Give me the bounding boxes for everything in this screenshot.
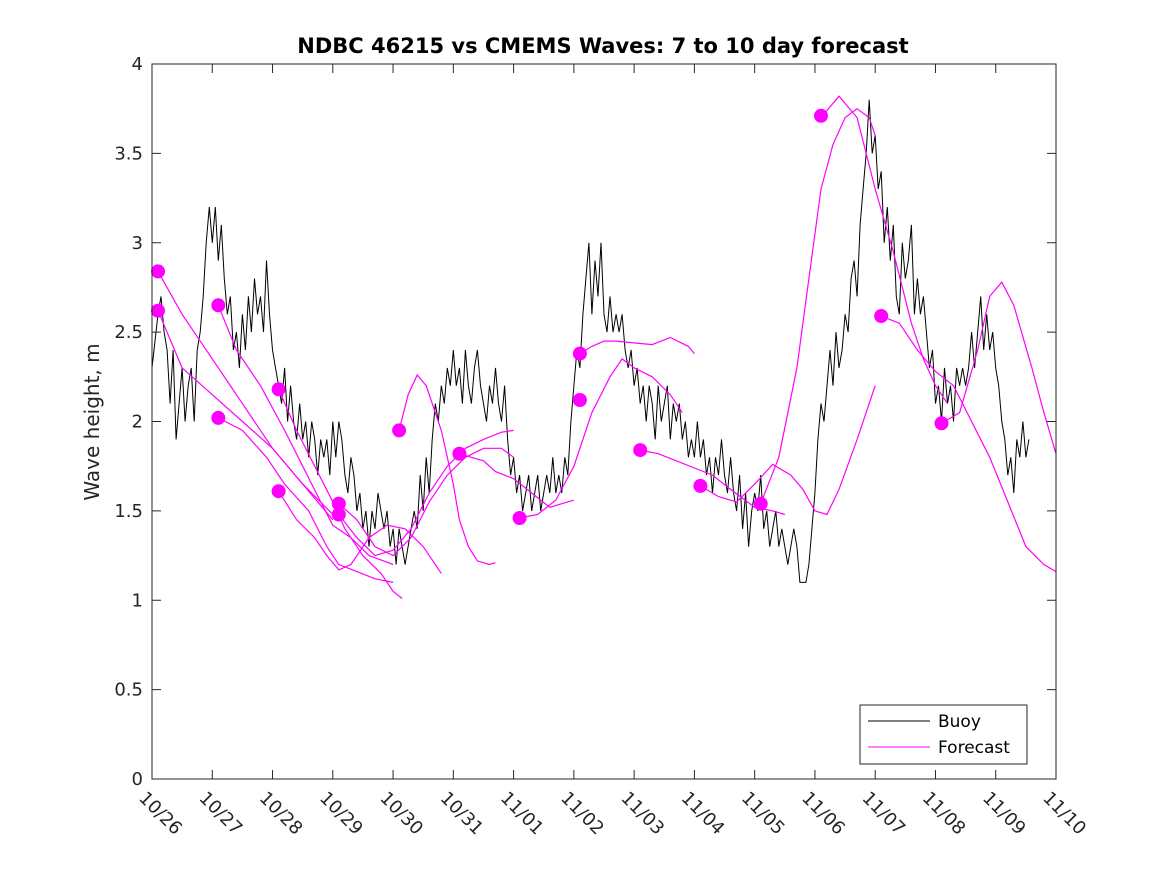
forecast-run-line-13 (700, 385, 876, 516)
forecast-run-line-8 (398, 373, 496, 566)
forecast-start-marker-10 (512, 511, 527, 525)
forecast-run-line-16 (880, 315, 1057, 573)
y-tick-label-3: 1.5 (114, 501, 143, 522)
y-tick-label-7: 3.5 (114, 143, 143, 164)
forecast-start-marker-4 (271, 382, 286, 397)
series-layer (151, 95, 1057, 599)
legend-forecast-label: Forecast (938, 738, 1010, 758)
forecast-run-line-6 (338, 447, 514, 557)
y-tick-label-2: 1 (132, 590, 143, 611)
forecast-start-marker-18 (934, 416, 949, 431)
y-tick-label-5: 2.5 (114, 322, 143, 343)
y-tick-label-6: 3 (132, 233, 143, 254)
forecast-run-line-3 (218, 417, 394, 583)
forecast-run-line-2 (217, 305, 394, 566)
forecast-run-line-7 (338, 429, 514, 557)
forecast-start-marker-8 (392, 423, 407, 438)
forecast-start-marker-9 (452, 446, 467, 461)
forecast-run-line-10 (519, 358, 683, 519)
forecast-run-line-5 (278, 490, 442, 574)
forecast-start-marker-12 (572, 346, 587, 361)
forecast-run-line-14 (760, 107, 876, 504)
y-tick-label-0: 0 (132, 769, 143, 790)
forecast-run-line-12 (640, 449, 785, 516)
forecast-start-marker-14 (693, 478, 708, 493)
legend-buoy-label: Buoy (938, 712, 981, 732)
forecast-start-marker-5 (271, 484, 286, 499)
forecast-start-marker-15 (753, 496, 768, 511)
plot-area (152, 64, 1056, 779)
forecast-start-marker-2 (211, 298, 226, 313)
y-tick-label-1: 0.5 (114, 680, 143, 701)
chart-title: NDBC 46215 vs CMEMS Waves: 7 to 10 day f… (297, 34, 908, 58)
forecast-run-line-15 (820, 95, 948, 404)
y-tick-label-8: 4 (132, 54, 143, 75)
y-tick-label-4: 2 (132, 412, 143, 433)
forecast-start-marker-11 (572, 393, 587, 407)
forecast-start-marker-13 (633, 443, 648, 458)
forecast-start-marker-0 (151, 264, 165, 279)
forecast-start-marker-16 (814, 108, 828, 123)
forecast-run-line-9 (459, 453, 575, 508)
forecast-start-marker-3 (211, 410, 226, 425)
forecast-run-line-17 (941, 281, 1057, 454)
y-axis-label: Wave height, m (80, 343, 104, 500)
legend-box (859, 704, 1028, 765)
forecast-start-marker-1 (151, 303, 165, 318)
forecast-start-marker-17 (874, 309, 889, 323)
forecast-run-line-11 (579, 336, 695, 355)
buoy-series-line (151, 99, 1030, 583)
forecast-run-line-1 (157, 310, 334, 521)
forecast-run-line-4 (278, 389, 403, 599)
forecast-start-marker-7 (331, 507, 346, 522)
legend: Buoy Forecast (859, 704, 1028, 765)
